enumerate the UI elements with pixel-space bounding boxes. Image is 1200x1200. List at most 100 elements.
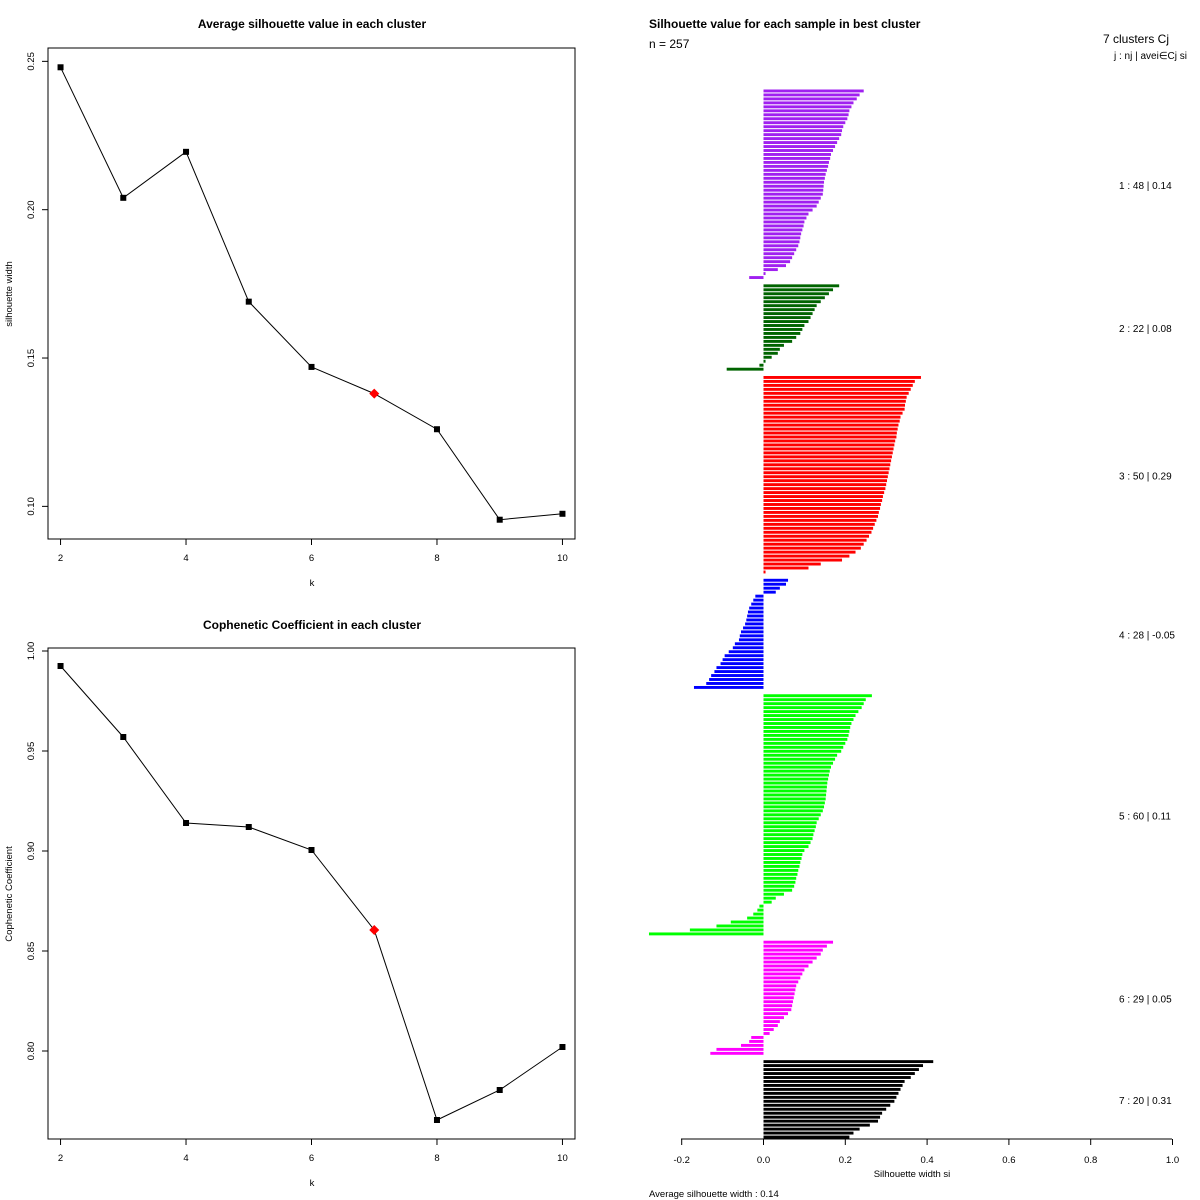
cophenetic-best-k-point [369, 925, 380, 935]
silhouette-bar [763, 447, 894, 451]
silhouette-bar [763, 407, 905, 411]
silhouette-bar [755, 594, 764, 598]
silhouette-bar [753, 598, 764, 602]
avg-silhouette-panel: Average silhouette value in each cluster… [4, 17, 576, 589]
silhouette-bar [763, 200, 819, 204]
silhouette-bar [739, 634, 764, 638]
silhouette-bar [763, 745, 844, 749]
silhouette-bar [745, 622, 764, 626]
silhouette-bar [763, 737, 848, 741]
silhouette-bar [763, 833, 814, 837]
silhouette-bar [763, 900, 772, 904]
silhouette-bar [763, 510, 879, 514]
cluster-label: 3 : 50 | 0.29 [1119, 471, 1172, 482]
silhouette-bar [728, 650, 764, 654]
silhouette-bar [763, 785, 827, 789]
silhouette-bar [763, 129, 843, 133]
silhouette-bar [763, 702, 864, 706]
silhouette-bar [763, 813, 821, 817]
avg-silhouette-series-line [60, 67, 563, 521]
silhouette-bar [763, 793, 827, 797]
cluster-label: 7 : 20 | 0.31 [1119, 1096, 1172, 1107]
silhouette-bar [763, 884, 795, 888]
cophenetic-data-point [57, 663, 64, 669]
cophenetic-ytick-label: 0.90 [26, 842, 37, 861]
silhouette-bar [763, 328, 803, 331]
cophenetic-ytick-label: 1.00 [26, 642, 37, 661]
silhouette-bar [763, 272, 766, 276]
silhouette-bar [749, 606, 764, 610]
silhouette-bar [763, 141, 838, 145]
silhouette-xtick-label: 0.2 [839, 1155, 852, 1166]
silhouette-bar [710, 1051, 764, 1055]
silhouette-bar [763, 431, 897, 435]
silhouette-bar [763, 578, 789, 582]
silhouette-bar [763, 1024, 778, 1027]
silhouette-bar [763, 757, 836, 761]
silhouette-bar [763, 896, 776, 900]
silhouette-bar [763, 845, 809, 849]
silhouette-bar [763, 101, 854, 105]
silhouette-bar [763, 1032, 770, 1035]
silhouette-bar [763, 722, 852, 725]
silhouette-bar [763, 188, 824, 192]
legend-header: 7 clusters Cj [1103, 32, 1169, 46]
silhouette-bar [763, 113, 849, 117]
silhouette-bar [763, 980, 799, 984]
silhouette-bar [751, 602, 764, 606]
cophenetic-xtick-label: 10 [557, 1153, 568, 1164]
cluster-labels: 1 : 48 | 0.14 2 : 22 | 0.08 3 : 50 | 0.29 4… [1119, 181, 1175, 1107]
avg-silhouette-xtick-label: 4 [183, 553, 188, 564]
silhouette-bar [763, 164, 829, 168]
silhouette-bar [763, 1008, 792, 1012]
silhouette-bar [763, 256, 793, 260]
avg-silhouette-axes: 2 4 6 8 10 0.10 0.15 0.20 0.25 [26, 52, 568, 564]
silhouette-bar [763, 526, 874, 530]
cophenetic-marks [57, 663, 566, 1123]
cophenetic-plot-box [47, 647, 576, 1140]
silhouette-bar [763, 499, 883, 502]
silhouette-bar [763, 530, 872, 534]
silhouette-bar [763, 849, 805, 852]
silhouette-bar [763, 264, 786, 268]
silhouette-bar [747, 916, 764, 920]
silhouette-bar [763, 960, 813, 964]
silhouette-bar [763, 1016, 784, 1020]
silhouette-bar [763, 841, 811, 845]
silhouette-bar [763, 988, 796, 992]
cophenetic-data-point [120, 734, 127, 740]
silhouette-bar [763, 864, 800, 868]
cophenetic-axes: 2 4 6 8 10 0.80 0.85 0.90 0.95 1.00 [26, 642, 568, 1164]
silhouette-bar [763, 343, 784, 347]
cluster-label: 1 : 48 | 0.14 [1119, 181, 1172, 192]
silhouette-bar [763, 435, 897, 439]
silhouette-xlabel: Silhouette width si [874, 1169, 951, 1180]
cophenetic-data-point [559, 1044, 566, 1050]
silhouette-bar [732, 646, 764, 650]
avg-silhouette-plot-box [47, 47, 576, 540]
silhouette-bar [763, 1123, 870, 1127]
silhouette-bar [763, 172, 826, 176]
silhouette-bar [763, 861, 801, 864]
silhouette-bar [763, 1111, 883, 1115]
cophenetic-data-point [308, 847, 315, 853]
silhouette-bar [763, 857, 802, 860]
silhouette-bar [763, 89, 864, 93]
silhouette-bar [763, 252, 795, 256]
silhouette-bar [763, 308, 815, 312]
silhouette-bar [763, 399, 906, 403]
silhouette-bar [763, 952, 821, 956]
silhouette-bar [763, 837, 813, 841]
silhouette-bar [763, 304, 817, 308]
cluster-label: 6 : 29 | 0.05 [1119, 994, 1172, 1005]
silhouette-bar [763, 888, 793, 892]
avg-silhouette-data-point [496, 516, 503, 523]
silhouette-bar [763, 288, 834, 292]
silhouette-bar [763, 376, 921, 379]
silhouette-bar [763, 300, 821, 304]
silhouette-bar [763, 232, 802, 236]
silhouette-xtick-label: 0.4 [920, 1155, 933, 1166]
silhouette-bar [763, 749, 842, 753]
silhouette-bar [763, 459, 892, 463]
silhouette-xtick-label: 1.0 [1166, 1155, 1179, 1166]
